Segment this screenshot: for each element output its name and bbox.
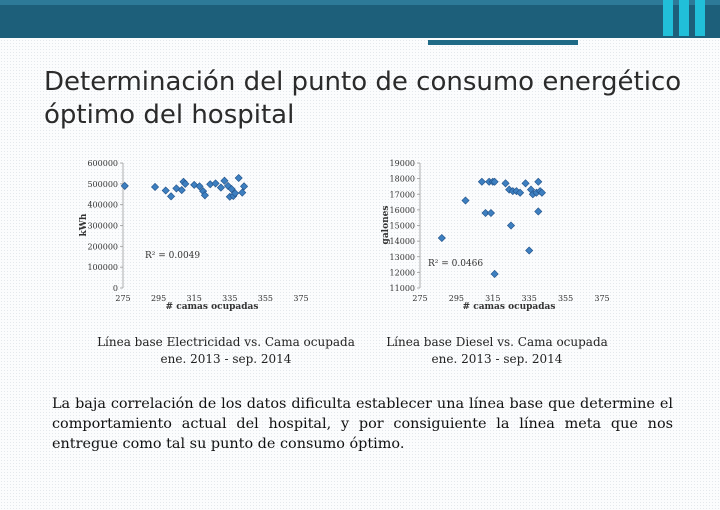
data-point bbox=[195, 182, 204, 191]
header-accent-square bbox=[663, 0, 673, 36]
data-point bbox=[240, 182, 249, 191]
diesel-caption-line1: Línea base Diesel vs. Cama ocupada bbox=[386, 335, 608, 349]
y-tick-label: 15000 bbox=[390, 222, 415, 231]
y-tick-label: 12000 bbox=[390, 268, 415, 277]
x-tick-label: 275 bbox=[412, 294, 427, 303]
electricity-scatter-chart: 0 100000 200000 300000 400000 500000 600000 275… bbox=[79, 159, 309, 312]
data-point bbox=[216, 183, 225, 192]
diesel-caption-line2: ene. 2013 - sep. 2014 bbox=[431, 352, 563, 366]
y-tick-label: 13000 bbox=[390, 253, 415, 262]
x-tick-label: 375 bbox=[293, 294, 308, 303]
data-point bbox=[534, 207, 543, 216]
data-point bbox=[534, 177, 543, 186]
header-accent-square bbox=[679, 0, 689, 36]
data-point bbox=[167, 192, 176, 201]
x-tick-label: 355 bbox=[258, 294, 273, 303]
data-point bbox=[238, 188, 247, 197]
data-point bbox=[525, 246, 534, 255]
electricity-chart-caption: Línea base Electricidad vs. Cama ocupada… bbox=[96, 334, 356, 368]
slide-title: Determinación del punto de consumo energ… bbox=[44, 67, 682, 130]
y-tick-label: 300000 bbox=[87, 222, 118, 231]
data-point bbox=[437, 233, 446, 243]
diesel-chart-caption: Línea base Diesel vs. Cama ocupada ene. … bbox=[372, 334, 622, 368]
data-point bbox=[486, 208, 496, 218]
x-tick-label: 295 bbox=[151, 294, 166, 303]
x-tick-label: 295 bbox=[449, 294, 464, 303]
y-tick-label: 19000 bbox=[390, 159, 415, 168]
data-point bbox=[200, 191, 209, 200]
conclusion-text: La baja correlación de los datos dificul… bbox=[52, 396, 673, 452]
y-tick-label: 17000 bbox=[390, 190, 415, 199]
data-point bbox=[481, 208, 490, 218]
data-point bbox=[506, 221, 516, 230]
r-squared-label: R² = 0.0466 bbox=[428, 259, 483, 269]
electricity-caption-line2: ene. 2013 - sep. 2014 bbox=[160, 352, 292, 366]
data-point bbox=[490, 269, 499, 278]
data-point bbox=[477, 177, 486, 186]
header-accent-square bbox=[695, 0, 705, 36]
x-tick-label: 315 bbox=[187, 294, 202, 303]
data-point bbox=[501, 179, 510, 188]
x-tick-label: 275 bbox=[115, 294, 130, 303]
x-axis-title: # camas ocupadas bbox=[463, 302, 556, 312]
y-tick-label: 0 bbox=[113, 284, 118, 293]
data-point bbox=[231, 189, 240, 198]
data-point bbox=[181, 179, 190, 188]
y-tick-label: 11000 bbox=[390, 284, 415, 293]
data-point bbox=[177, 186, 186, 195]
data-point bbox=[234, 173, 243, 183]
y-tick-label: 18000 bbox=[390, 175, 415, 184]
electricity-caption-line1: Línea base Electricidad vs. Cama ocupada bbox=[97, 335, 355, 349]
data-point bbox=[211, 179, 220, 188]
charts-area: 0 100000 200000 300000 400000 500000 600000 275… bbox=[79, 159, 610, 312]
data-point bbox=[120, 181, 129, 190]
data-point bbox=[537, 188, 546, 197]
x-tick-label: 335 bbox=[222, 294, 237, 303]
x-tick-label: 315 bbox=[485, 294, 500, 303]
r-squared-label: R² = 0.0049 bbox=[145, 251, 200, 261]
data-point bbox=[521, 179, 530, 188]
data-point bbox=[151, 182, 160, 191]
y-tick-label: 600000 bbox=[87, 159, 118, 168]
data-point bbox=[516, 188, 525, 197]
y-tick-label: 16000 bbox=[390, 206, 415, 215]
x-axis-title: # camas ocupadas bbox=[166, 302, 259, 312]
data-point bbox=[461, 196, 470, 205]
y-tick-label: 400000 bbox=[87, 201, 118, 210]
data-point bbox=[227, 185, 236, 194]
y-tick-label: 500000 bbox=[87, 180, 118, 189]
header-highlight bbox=[0, 0, 720, 5]
diesel-scatter-chart: 11000 12000 13000 14000 15000 16000 17000 18000… bbox=[381, 159, 610, 312]
data-point bbox=[220, 176, 229, 185]
x-tick-label: 375 bbox=[594, 294, 609, 303]
header-thin-bar bbox=[428, 40, 578, 45]
y-tick-label: 100000 bbox=[87, 263, 118, 272]
data-point bbox=[490, 177, 499, 186]
y-tick-label: 14000 bbox=[390, 237, 415, 246]
data-point bbox=[161, 186, 170, 195]
x-tick-label: 355 bbox=[558, 294, 573, 303]
y-tick-label: 200000 bbox=[87, 242, 118, 251]
x-tick-label: 335 bbox=[522, 294, 537, 303]
y-axis-title: galones bbox=[381, 206, 391, 245]
y-axis-title: kWh bbox=[79, 213, 89, 236]
top-header-bar bbox=[0, 0, 720, 38]
